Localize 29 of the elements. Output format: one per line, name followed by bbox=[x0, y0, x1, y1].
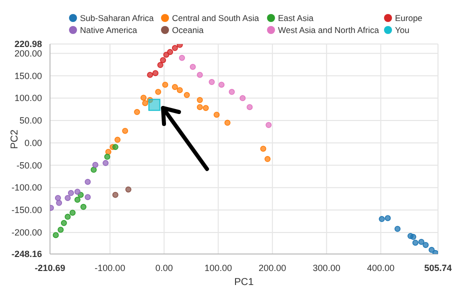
x-tick-label: -210.69 bbox=[34, 263, 66, 273]
y-tick-label: 220.98 bbox=[14, 39, 42, 49]
x-tick-label: 100.00 bbox=[204, 263, 232, 273]
y-tick-label: 50.00 bbox=[19, 116, 42, 126]
y-tick-label: -50.00 bbox=[16, 160, 42, 170]
x-axis-title: PC1 bbox=[234, 277, 254, 288]
x-tick-label: 300.00 bbox=[312, 263, 340, 273]
x-tick-label: -100.00 bbox=[94, 263, 126, 273]
legend-label: East Asia bbox=[278, 13, 314, 23]
x-tick-label: 400.00 bbox=[366, 263, 394, 273]
y-tick-label: 0.00 bbox=[24, 138, 42, 148]
y-tick-label: 150.00 bbox=[14, 70, 42, 81]
legend-label: West Asia and North Africa bbox=[278, 25, 379, 35]
y-tick-label: 100.00 bbox=[14, 93, 42, 104]
y-axis-title: PC2 bbox=[10, 129, 21, 149]
x-tick-label: 200.00 bbox=[258, 263, 286, 273]
y-tick-label: -248.16 bbox=[11, 249, 42, 259]
x-tick-label: 505.74 bbox=[424, 263, 452, 273]
x-tick-label: 0.00 bbox=[155, 263, 173, 273]
legend-label: Native America bbox=[80, 25, 138, 35]
legend-label: You bbox=[395, 25, 410, 35]
legend-label: Central and South Asia bbox=[172, 13, 259, 23]
y-tick-label: -200.00 bbox=[11, 227, 42, 238]
y-tick-label: -100.00 bbox=[11, 182, 42, 193]
y-tick-label: -150.00 bbox=[11, 205, 42, 216]
y-tick-label: 200.00 bbox=[14, 48, 42, 58]
legend-label: Europe bbox=[395, 13, 422, 23]
legend-label: Sub-Saharan Africa bbox=[80, 13, 154, 23]
legend-label: Oceania bbox=[172, 25, 204, 35]
